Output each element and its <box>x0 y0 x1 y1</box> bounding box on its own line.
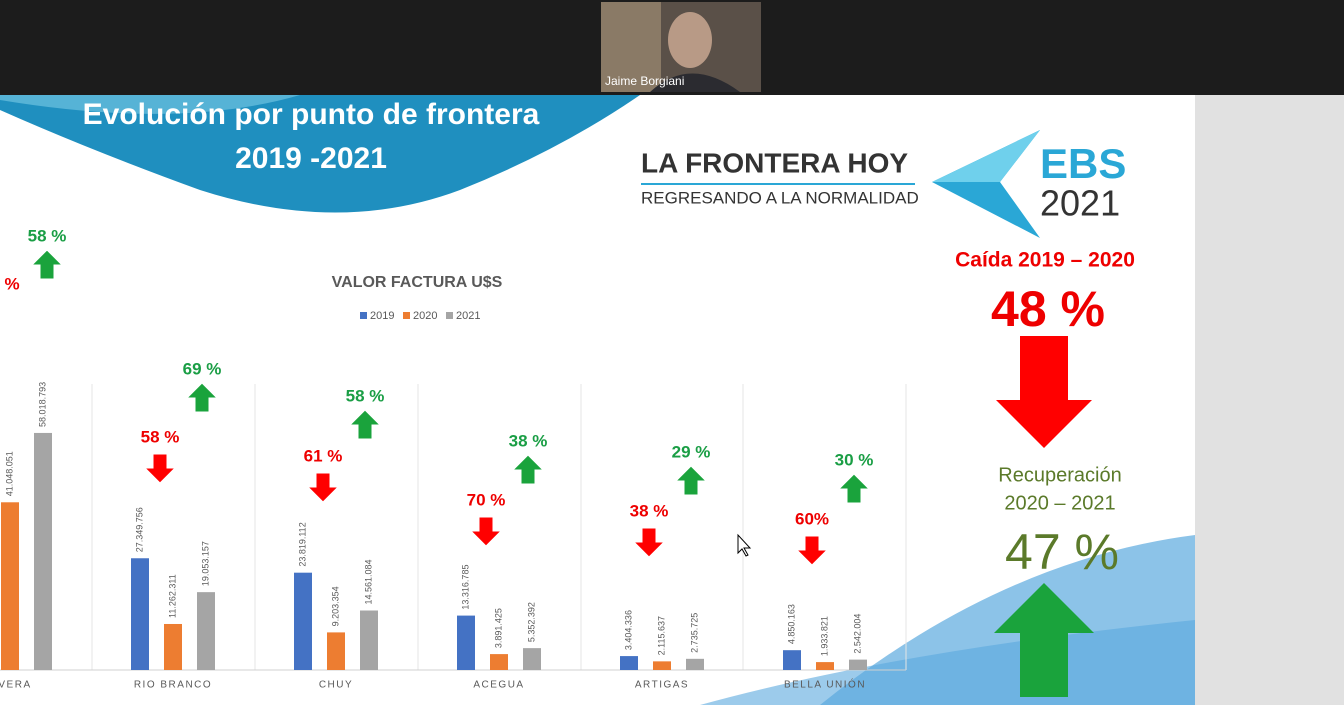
legend-swatch <box>360 312 367 319</box>
recovery-label: 29 % <box>672 442 711 461</box>
value-label: 2.115.637 <box>656 616 666 655</box>
recovery-title: 2020 – 2021 <box>1004 492 1115 514</box>
value-label: 41.048.051 <box>4 451 14 496</box>
bar <box>686 658 704 670</box>
decline-value: 48 % <box>991 281 1105 337</box>
participant-name: Jaime Borgiani <box>605 74 684 88</box>
legend-label: 2019 <box>370 310 394 322</box>
logo-subheading: REGRESANDO A LA NORMALIDAD <box>641 188 919 207</box>
bar <box>620 656 638 670</box>
legend-label: 2020 <box>413 310 437 322</box>
video-background <box>601 2 661 92</box>
decline-arrow <box>143 453 177 484</box>
bar <box>816 662 834 670</box>
logo-year: 2021 <box>1040 183 1120 224</box>
value-label: 9.203.354 <box>330 586 340 626</box>
recovery-label: 30 % <box>835 450 874 469</box>
recovery-label: 58 % <box>28 226 67 245</box>
bar <box>34 432 52 670</box>
recovery-arrow <box>511 454 545 485</box>
bar <box>1 502 19 670</box>
decline-arrow <box>469 516 503 547</box>
bar <box>327 632 345 670</box>
value-label: 13.316.785 <box>460 565 470 610</box>
decline-label: 61 % <box>304 446 343 465</box>
legend-swatch <box>446 312 453 319</box>
x-tick-label: VERA <box>0 680 32 691</box>
decline-label: 60% <box>795 509 829 528</box>
value-label: 3.891.425 <box>493 608 503 648</box>
value-label: 58.018.793 <box>37 382 47 427</box>
value-label: 11.262.311 <box>167 574 177 618</box>
recovery-arrow <box>30 249 64 280</box>
participant-face <box>668 12 712 68</box>
value-label: 23.819.112 <box>297 522 307 566</box>
value-label: 3.404.336 <box>623 610 633 650</box>
bar <box>360 610 378 670</box>
value-label: 2.542.004 <box>852 614 862 654</box>
recovery-label: 38 % <box>509 431 548 450</box>
decline-label: 70 % <box>467 490 506 509</box>
recovery-label: 58 % <box>346 386 385 405</box>
side-panel <box>1195 95 1344 705</box>
x-tick-label: ACEGUA <box>473 680 524 691</box>
legend-swatch <box>403 312 410 319</box>
x-tick-label: CHUY <box>319 680 353 691</box>
logo-heading: LA FRONTERA HOY <box>641 147 908 178</box>
decline-label: % <box>4 274 19 293</box>
bar <box>197 592 215 670</box>
decline-label: 58 % <box>141 427 180 446</box>
decline-arrow <box>996 336 1092 448</box>
recovery-arrow <box>348 409 382 440</box>
bar <box>164 623 182 670</box>
recovery-arrow <box>185 382 219 413</box>
bar <box>523 648 541 670</box>
decline-label: 38 % <box>630 501 669 520</box>
value-label: 27.349.756 <box>134 507 144 552</box>
mouse-cursor <box>737 533 752 557</box>
bar <box>294 572 312 670</box>
bar <box>131 558 149 670</box>
participant-body <box>650 73 740 92</box>
bar <box>457 615 475 670</box>
bar <box>490 654 508 670</box>
decline-arrow <box>795 535 829 566</box>
recovery-title: Recuperación <box>998 464 1121 486</box>
value-label: 4.850.163 <box>786 604 796 644</box>
logo-brand: EBS <box>1040 140 1126 187</box>
x-tick-label: ARTIGAS <box>635 680 689 691</box>
value-label: 19.053.157 <box>200 541 210 586</box>
title-wave-light <box>0 95 300 114</box>
slide-title: Evolución por punto de frontera <box>83 98 540 131</box>
decline-arrow <box>306 472 340 503</box>
logo-mark-light <box>932 130 1040 182</box>
x-tick-label: RIO BRANCO <box>134 680 212 691</box>
bottom-wave-dark <box>700 620 1195 705</box>
decline-arrow <box>632 527 666 558</box>
value-label: 2.735.725 <box>689 613 699 653</box>
value-label: 1.933.821 <box>819 616 829 656</box>
recovery-value: 47 % <box>1005 524 1119 580</box>
value-label: 14.561.084 <box>363 559 373 604</box>
title-wave <box>0 95 640 213</box>
recovery-arrow <box>674 465 708 496</box>
bar <box>783 650 801 670</box>
slide-title: 2019 -2021 <box>235 142 387 175</box>
x-tick-label: BELLA UNIÓN <box>784 678 866 691</box>
chart-title: VALOR FACTURA U$S <box>332 274 503 291</box>
recovery-label: 69 % <box>183 359 222 378</box>
decline-title: Caída 2019 – 2020 <box>955 249 1135 272</box>
value-label: 5.352.392 <box>526 602 536 642</box>
bar <box>849 659 867 670</box>
recovery-arrow <box>994 583 1094 697</box>
bar <box>653 661 671 670</box>
legend-label: 2021 <box>456 310 480 322</box>
recovery-arrow <box>837 473 871 504</box>
